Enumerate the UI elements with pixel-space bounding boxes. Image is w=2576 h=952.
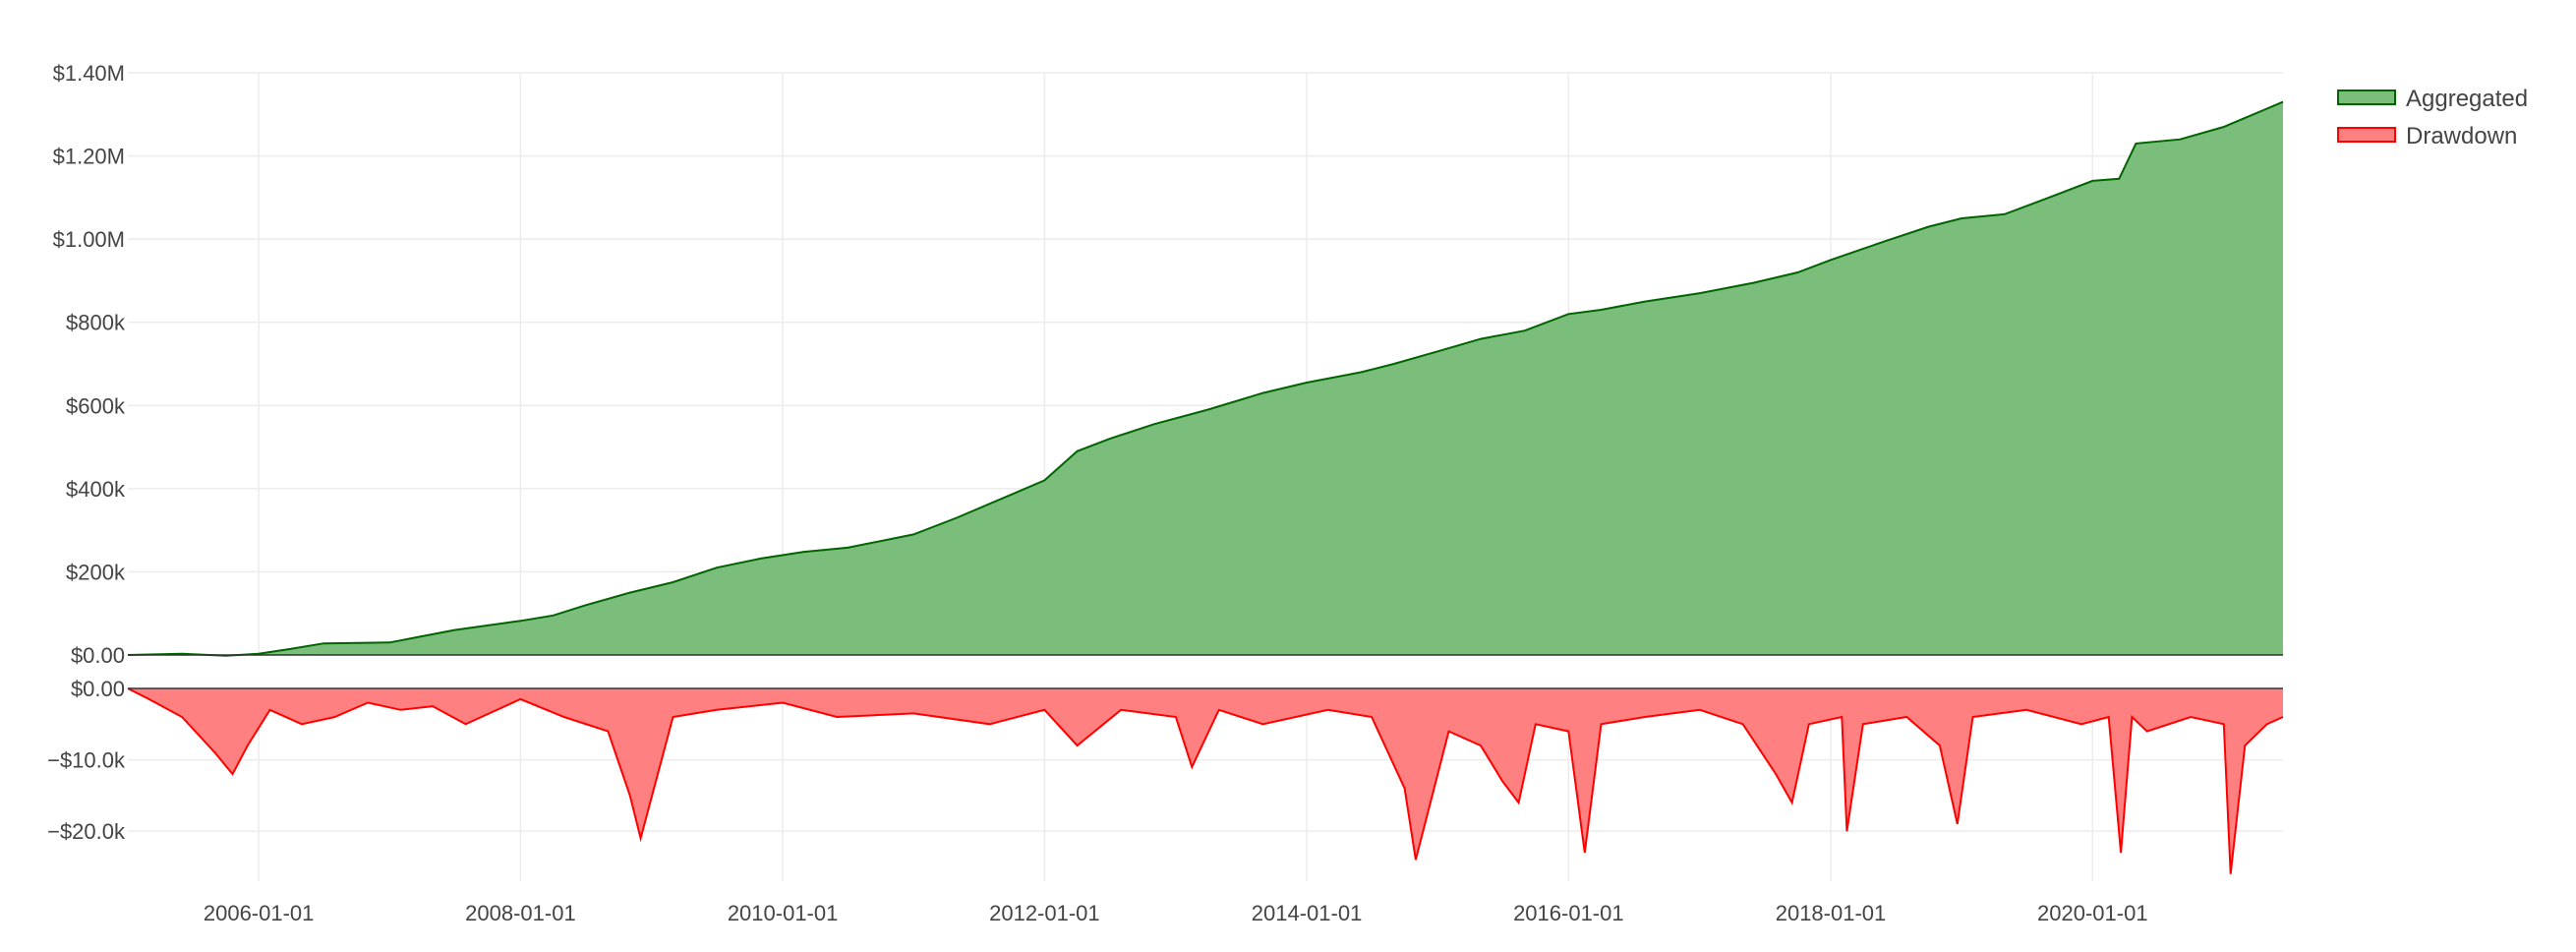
x-axis: 2006-01-01 2008-01-01 2010-01-01 2012-01-01… bbox=[204, 901, 2148, 925]
x-tick-label: 2008-01-01 bbox=[465, 901, 576, 925]
top-y-tick-label: $200k bbox=[66, 560, 126, 584]
legend-item-aggregated[interactable]: Aggregated bbox=[2337, 86, 2528, 112]
top-y-tick-label: $400k bbox=[66, 477, 126, 502]
bottom-y-tick-label: −$10.0k bbox=[47, 748, 126, 773]
legend-swatch-drawdown bbox=[2337, 127, 2396, 143]
top-y-tick-label: $1.20M bbox=[53, 145, 125, 169]
aggregated-line bbox=[127, 100, 2284, 657]
aggregated-area bbox=[128, 101, 2283, 656]
drawdown-series bbox=[127, 687, 2284, 874]
x-tick-label: 2010-01-01 bbox=[728, 901, 839, 925]
bottom-y-axis: $0.00 −$10.0k −$20.0k bbox=[47, 677, 126, 844]
top-y-axis: $0.00 $200k $400k $600k $800k $1.00M $1.20M $1.… bbox=[53, 61, 126, 668]
top-y-tick-label: $1.00M bbox=[53, 227, 125, 252]
bottom-panel-grid bbox=[128, 688, 2283, 881]
x-tick-label: 2014-01-01 bbox=[1252, 901, 1363, 925]
top-y-tick-label: $1.40M bbox=[53, 61, 125, 86]
aggregated-series bbox=[127, 100, 2284, 657]
drawdown-line bbox=[127, 687, 2284, 874]
legend-swatch-aggregated bbox=[2337, 89, 2396, 105]
bottom-y-tick-label: −$20.0k bbox=[47, 819, 126, 844]
legend-label-aggregated: Aggregated bbox=[2406, 86, 2528, 112]
legend[interactable]: Aggregated Drawdown bbox=[2337, 86, 2528, 149]
x-tick-label: 2016-01-01 bbox=[1513, 901, 1624, 925]
legend-item-drawdown[interactable]: Drawdown bbox=[2337, 123, 2517, 149]
top-y-tick-label: $0.00 bbox=[71, 643, 125, 668]
legend-label-drawdown: Drawdown bbox=[2406, 123, 2517, 149]
x-tick-label: 2006-01-01 bbox=[204, 901, 315, 925]
top-y-tick-label: $800k bbox=[66, 311, 126, 335]
bottom-y-tick-label: $0.00 bbox=[71, 677, 125, 701]
x-tick-label: 2012-01-01 bbox=[989, 901, 1100, 925]
x-tick-label: 2018-01-01 bbox=[1776, 901, 1887, 925]
top-y-tick-label: $600k bbox=[66, 393, 126, 418]
x-tick-label: 2020-01-01 bbox=[2037, 901, 2148, 925]
drawdown-area bbox=[128, 688, 2283, 874]
